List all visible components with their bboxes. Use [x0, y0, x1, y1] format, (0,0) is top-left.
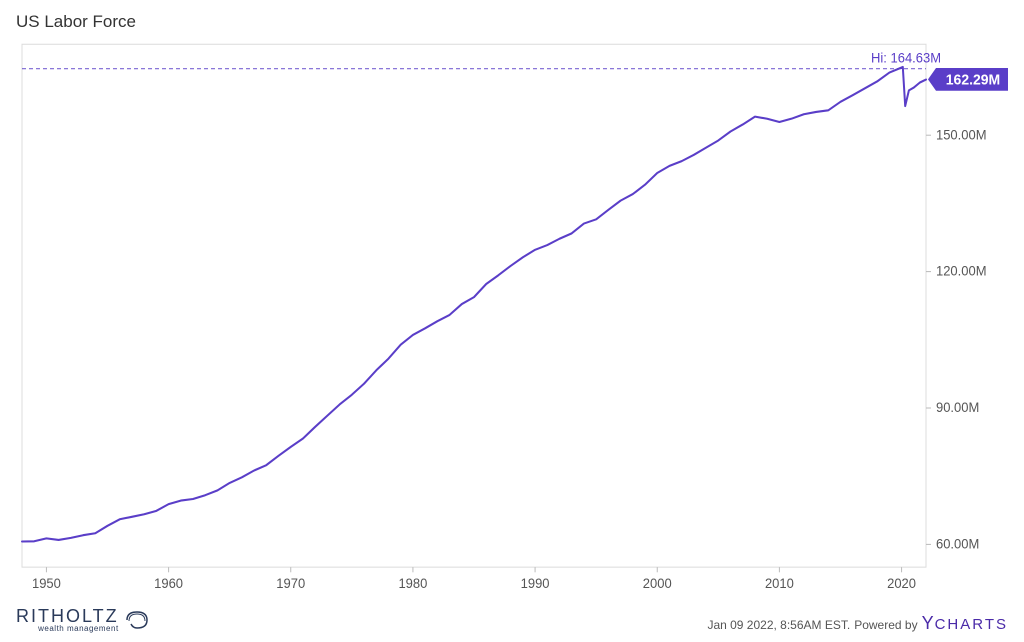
ritholtz-icon — [123, 606, 151, 634]
chart-title: US Labor Force — [16, 12, 1008, 32]
ycharts-y: Y — [922, 613, 935, 633]
chart-area: 60.00M 90.00M 120.00M 150.00M 1950 1960 1970 19… — [16, 36, 1008, 594]
svg-text:120.00M: 120.00M — [936, 264, 987, 279]
timestamp-text: Jan 09 2022, 8:56AM EST. — [707, 618, 850, 632]
svg-text:1950: 1950 — [32, 576, 61, 591]
svg-text:2020: 2020 — [887, 576, 916, 591]
line-chart: 60.00M 90.00M 120.00M 150.00M 1950 1960 1970 19… — [16, 36, 1008, 594]
svg-text:162.29M: 162.29M — [946, 72, 1000, 88]
svg-text:1960: 1960 — [154, 576, 183, 591]
logo-main-text: RITHOLTZ — [16, 607, 119, 625]
powered-by-text: Powered by — [854, 618, 917, 632]
ycharts-logo: YCHARTS — [922, 613, 1008, 634]
logo-sub-text: wealth management — [16, 625, 119, 633]
svg-text:Hi: 164.63M: Hi: 164.63M — [871, 50, 941, 65]
svg-text:1990: 1990 — [521, 576, 550, 591]
svg-text:2000: 2000 — [643, 576, 672, 591]
ycharts-text: CHARTS — [935, 616, 1008, 633]
ritholtz-logo: RITHOLTZ wealth management — [16, 606, 151, 634]
svg-text:1970: 1970 — [276, 576, 305, 591]
svg-text:90.00M: 90.00M — [936, 400, 979, 415]
svg-text:2010: 2010 — [765, 576, 794, 591]
svg-text:150.00M: 150.00M — [936, 127, 987, 142]
svg-text:1980: 1980 — [398, 576, 427, 591]
svg-text:60.00M: 60.00M — [936, 536, 979, 551]
footer-attribution: Jan 09 2022, 8:56AM EST. Powered by YCHA… — [707, 613, 1008, 634]
